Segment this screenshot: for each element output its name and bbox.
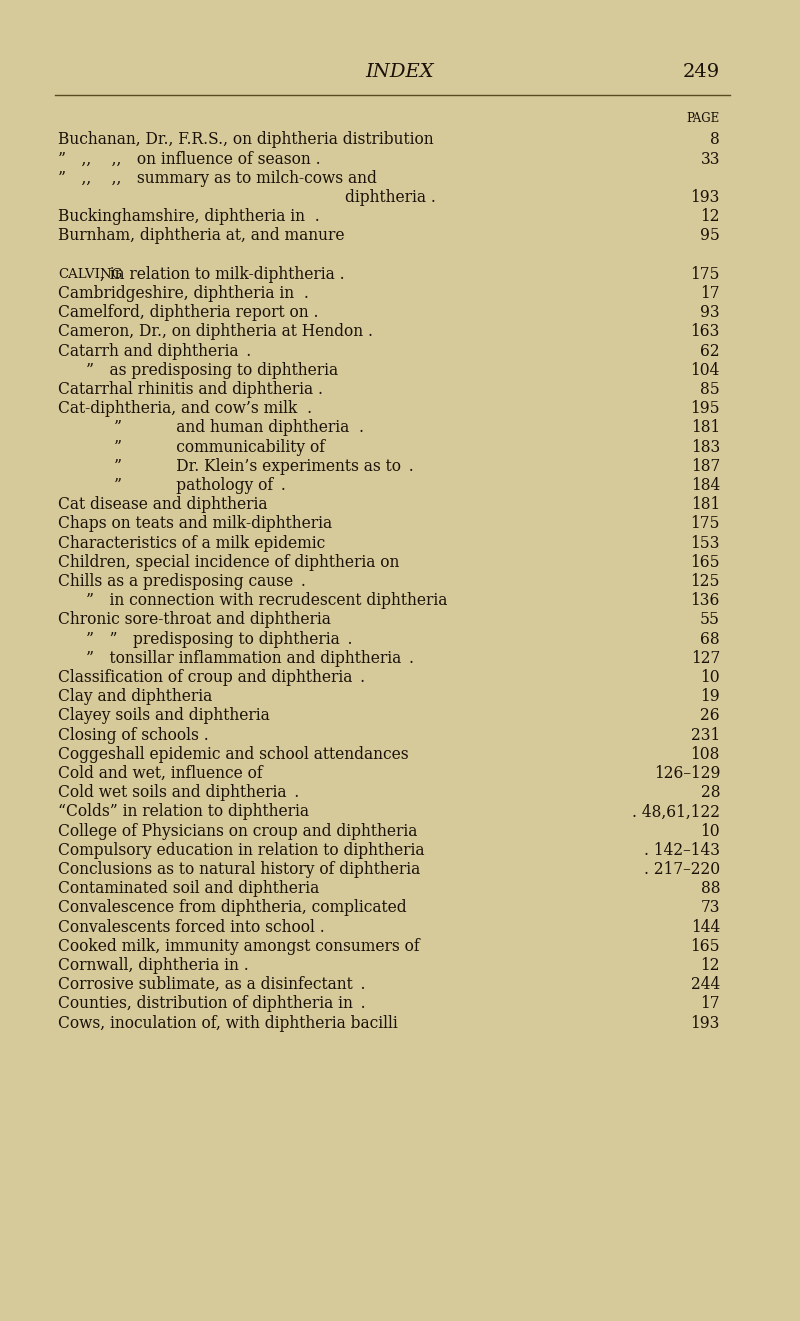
Text: College of Physicians on croup and diphtheria: College of Physicians on croup and dipht… [58,823,418,840]
Text: 165: 165 [690,938,720,955]
Text: Cold and wet, influence of: Cold and wet, influence of [58,765,262,782]
Text: 10: 10 [700,670,720,686]
Text: 12: 12 [701,209,720,226]
Text: 8: 8 [710,132,720,148]
Text: Clay and diphtheria: Clay and diphtheria [58,688,212,705]
Text: 19: 19 [700,688,720,705]
Text: Convalescence from diphtheria, complicated: Convalescence from diphtheria, complicat… [58,900,406,917]
Text: 244: 244 [690,976,720,993]
Text: 193: 193 [690,189,720,206]
Text: 68: 68 [700,630,720,647]
Text: Cornwall, diphtheria in .: Cornwall, diphtheria in . [58,958,249,974]
Text: 165: 165 [690,553,720,571]
Text: 181: 181 [690,420,720,436]
Text: 127: 127 [690,650,720,667]
Text: ”       communicability of: ” communicability of [114,439,325,456]
Text: Corrosive sublimate, as a disinfectant .: Corrosive sublimate, as a disinfectant . [58,976,366,993]
Text: 85: 85 [700,380,720,398]
Text: 184: 184 [690,477,720,494]
Text: Cold wet soils and diphtheria .: Cold wet soils and diphtheria . [58,785,299,802]
Text: Chills as a predisposing cause .: Chills as a predisposing cause . [58,573,306,590]
Text: 195: 195 [690,400,720,417]
Text: 181: 181 [690,497,720,514]
Text: 62: 62 [700,342,720,359]
Text: 187: 187 [690,458,720,476]
Text: 125: 125 [690,573,720,590]
Text: 144: 144 [690,918,720,935]
Text: Chronic sore-throat and diphtheria: Chronic sore-throat and diphtheria [58,612,331,629]
Text: 10: 10 [700,823,720,840]
Text: ”  ,,   ,,  on influence of season .: ” ,, ,, on influence of season . [58,151,321,168]
Text: 175: 175 [690,266,720,283]
Text: 175: 175 [690,515,720,532]
Text: 17: 17 [701,285,720,303]
Text: ”       pathology of .: ” pathology of . [114,477,286,494]
Text: Closing of schools .: Closing of schools . [58,727,209,744]
Text: 12: 12 [701,958,720,974]
Text: 183: 183 [690,439,720,456]
Text: 26: 26 [700,708,720,724]
Text: 126–129: 126–129 [654,765,720,782]
Text: Coggeshall epidemic and school attendances: Coggeshall epidemic and school attendanc… [58,746,409,764]
Text: 93: 93 [700,304,720,321]
Text: Cambridgeshire, diphtheria in  .: Cambridgeshire, diphtheria in . [58,285,309,303]
Text: 193: 193 [690,1015,720,1032]
Text: Catarrhal rhinitis and diphtheria .: Catarrhal rhinitis and diphtheria . [58,380,323,398]
Text: 108: 108 [690,746,720,764]
Text: 95: 95 [700,227,720,244]
Text: Buchanan, Dr., F.R.S., on diphtheria distribution: Buchanan, Dr., F.R.S., on diphtheria dis… [58,132,434,148]
Text: 231: 231 [690,727,720,744]
Text: CALVING: CALVING [58,268,122,281]
Text: INDEX: INDEX [366,63,434,81]
Text: ”  as predisposing to diphtheria: ” as predisposing to diphtheria [86,362,338,379]
Text: Cat-diphtheria, and cow’s milk  .: Cat-diphtheria, and cow’s milk . [58,400,312,417]
Text: ”       Dr. Klein’s experiments as to .: ” Dr. Klein’s experiments as to . [114,458,414,476]
Text: diphtheria .: diphtheria . [345,189,435,206]
Text: 104: 104 [690,362,720,379]
Text: Characteristics of a milk epidemic: Characteristics of a milk epidemic [58,535,326,552]
Text: 153: 153 [690,535,720,552]
Text: Convalescents forced into school .: Convalescents forced into school . [58,918,325,935]
Text: 249: 249 [682,63,720,81]
Text: Clayey soils and diphtheria: Clayey soils and diphtheria [58,708,270,724]
Text: Cameron, Dr., on diphtheria at Hendon .: Cameron, Dr., on diphtheria at Hendon . [58,324,373,341]
Text: ”  ,,   ,,  summary as to milch-cows and: ” ,, ,, summary as to milch-cows and [58,170,377,186]
Text: . 48,61,122: . 48,61,122 [632,803,720,820]
Text: 136: 136 [690,592,720,609]
Text: “Colds” in relation to diphtheria: “Colds” in relation to diphtheria [58,803,309,820]
Text: Conclusions as to natural history of diphtheria: Conclusions as to natural history of dip… [58,861,420,878]
Text: Catarrh and diphtheria .: Catarrh and diphtheria . [58,342,251,359]
Text: , in relation to milk-diphtheria .: , in relation to milk-diphtheria . [100,266,345,283]
Text: Cows, inoculation of, with diphtheria bacilli: Cows, inoculation of, with diphtheria ba… [58,1015,398,1032]
Text: 17: 17 [701,996,720,1012]
Text: 73: 73 [701,900,720,917]
Text: ”  tonsillar inflammation and diphtheria .: ” tonsillar inflammation and diphtheria … [86,650,414,667]
Text: Children, special incidence of diphtheria on: Children, special incidence of diphtheri… [58,553,399,571]
Text: ”  in connection with recrudescent diphtheria: ” in connection with recrudescent diphth… [86,592,447,609]
Text: Camelford, diphtheria report on .: Camelford, diphtheria report on . [58,304,318,321]
Text: Classification of croup and diphtheria .: Classification of croup and diphtheria . [58,670,365,686]
Text: 55: 55 [700,612,720,629]
Text: . 217–220: . 217–220 [644,861,720,878]
Text: . 142–143: . 142–143 [644,841,720,859]
Text: Counties, distribution of diphtheria in .: Counties, distribution of diphtheria in … [58,996,366,1012]
Text: Cat disease and diphtheria: Cat disease and diphtheria [58,497,267,514]
Text: 88: 88 [701,880,720,897]
Text: Compulsory education in relation to diphtheria: Compulsory education in relation to diph… [58,841,425,859]
Text: ”  ”  predisposing to diphtheria .: ” ” predisposing to diphtheria . [86,630,353,647]
Text: Cooked milk, immunity amongst consumers of: Cooked milk, immunity amongst consumers … [58,938,420,955]
Text: PAGE: PAGE [686,111,720,124]
Text: Buckinghamshire, diphtheria in  .: Buckinghamshire, diphtheria in . [58,209,320,226]
Text: 33: 33 [701,151,720,168]
Text: 163: 163 [690,324,720,341]
Text: Contaminated soil and diphtheria: Contaminated soil and diphtheria [58,880,319,897]
Text: Burnham, diphtheria at, and manure: Burnham, diphtheria at, and manure [58,227,345,244]
Text: Chaps on teats and milk-diphtheria: Chaps on teats and milk-diphtheria [58,515,332,532]
Text: 28: 28 [701,785,720,802]
Text: ”       and human diphtheria  .: ” and human diphtheria . [114,420,364,436]
